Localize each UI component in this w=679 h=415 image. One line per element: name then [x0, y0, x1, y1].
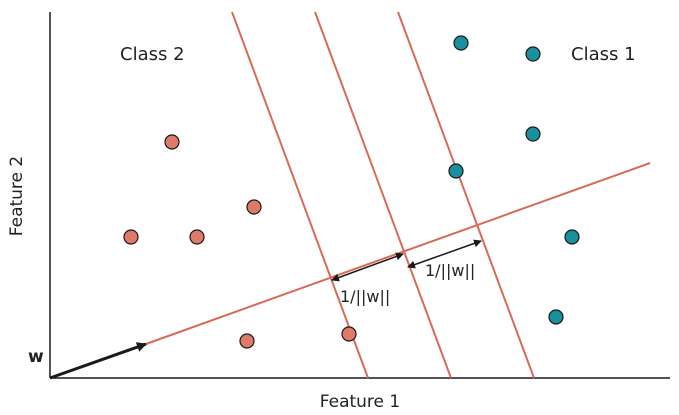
- class1-point: [448, 163, 464, 179]
- class2-point: [164, 134, 180, 150]
- margin-arrow-right: [407, 239, 482, 269]
- class2-label: Class 2: [120, 44, 185, 65]
- class2-point: [123, 229, 139, 245]
- margin-label-left: 1/||w||: [340, 287, 390, 306]
- margin-line-right: [397, 11, 535, 379]
- class1-label: Class 1: [571, 44, 636, 65]
- w-direction-line: [145, 162, 651, 345]
- class2-point: [189, 229, 205, 245]
- y-axis-label: Feature 2: [7, 156, 27, 236]
- class1-point: [525, 126, 541, 142]
- margin-arrow-left: [331, 252, 404, 282]
- class2-point: [341, 326, 357, 342]
- class2-point: [239, 333, 255, 349]
- w-vector-arrow: [49, 342, 147, 380]
- class1-point: [453, 35, 469, 51]
- class1-point: [564, 229, 580, 245]
- decision-boundary: [314, 11, 452, 379]
- margin-line-left: [231, 11, 369, 379]
- class2-point: [246, 199, 262, 215]
- class1-point: [525, 46, 541, 62]
- w-vector-label: w: [28, 347, 44, 367]
- margin-label-right: 1/||w||: [425, 261, 475, 280]
- class1-point: [548, 309, 564, 325]
- x-axis-label: Feature 1: [320, 392, 400, 412]
